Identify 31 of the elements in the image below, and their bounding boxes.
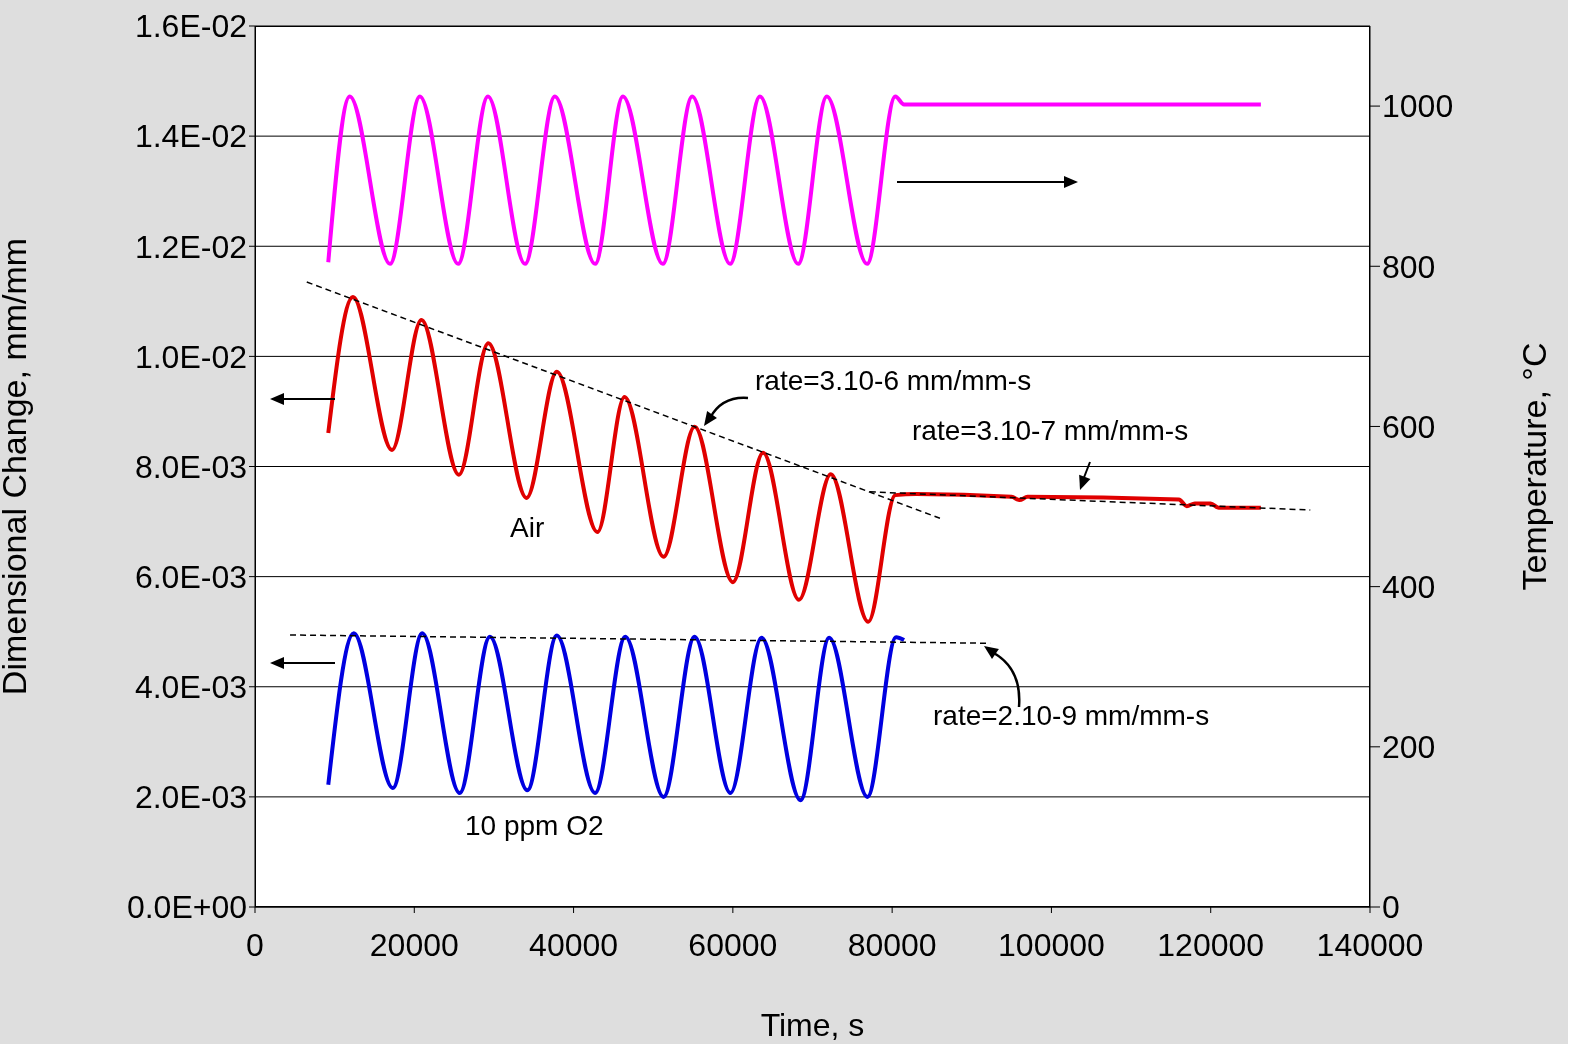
x-tick-label: 20000 <box>369 926 459 963</box>
x-tick-label: 60000 <box>688 926 778 963</box>
y2-axis-title: Temperature, °C <box>1515 342 1554 591</box>
y-axis-title: Dimensional Change, mm/mm <box>0 237 34 696</box>
x-tick-label: 0 <box>246 926 264 963</box>
y2-tick-label: 600 <box>1382 408 1436 445</box>
x-axis-title: Time, s <box>760 1007 865 1043</box>
x-tick-label: 120000 <box>1157 926 1265 963</box>
y-tick-label: 1.4E-02 <box>134 118 247 155</box>
y-tick-label: 8.0E-03 <box>134 448 247 485</box>
y2-tick-label: 400 <box>1382 569 1436 605</box>
annotation: rate=3.10-7 mm/mm-s <box>912 415 1189 447</box>
y2-tick-label: 1000 <box>1382 88 1454 125</box>
y-tick-label: 1.6E-02 <box>134 8 247 45</box>
x-tick-label: 40000 <box>529 926 619 963</box>
y2-tick-label: 800 <box>1382 248 1436 285</box>
annotation: rate=3.10-6 mm/mm-s <box>755 365 1032 397</box>
y2-tick-label: 0 <box>1382 889 1400 926</box>
x-tick-label: 140000 <box>1316 926 1424 963</box>
y-tick-label: 0.0E+00 <box>126 889 247 926</box>
y-tick-label: 2.0E-03 <box>134 779 247 816</box>
y-tick-label: 1.0E-02 <box>134 338 247 375</box>
x-tick-label: 100000 <box>998 926 1105 963</box>
y-tick-label: 1.2E-02 <box>134 228 247 265</box>
annotation: rate=2.10-9 mm/mm-s <box>933 700 1210 732</box>
annotation: 10 ppm O2 <box>465 810 604 842</box>
annotation: Air <box>510 512 545 544</box>
y2-tick-label: 200 <box>1382 729 1436 766</box>
y-tick-label: 4.0E-03 <box>134 669 247 706</box>
x-tick-label: 80000 <box>847 926 937 963</box>
y-tick-label: 6.0E-03 <box>134 558 247 595</box>
